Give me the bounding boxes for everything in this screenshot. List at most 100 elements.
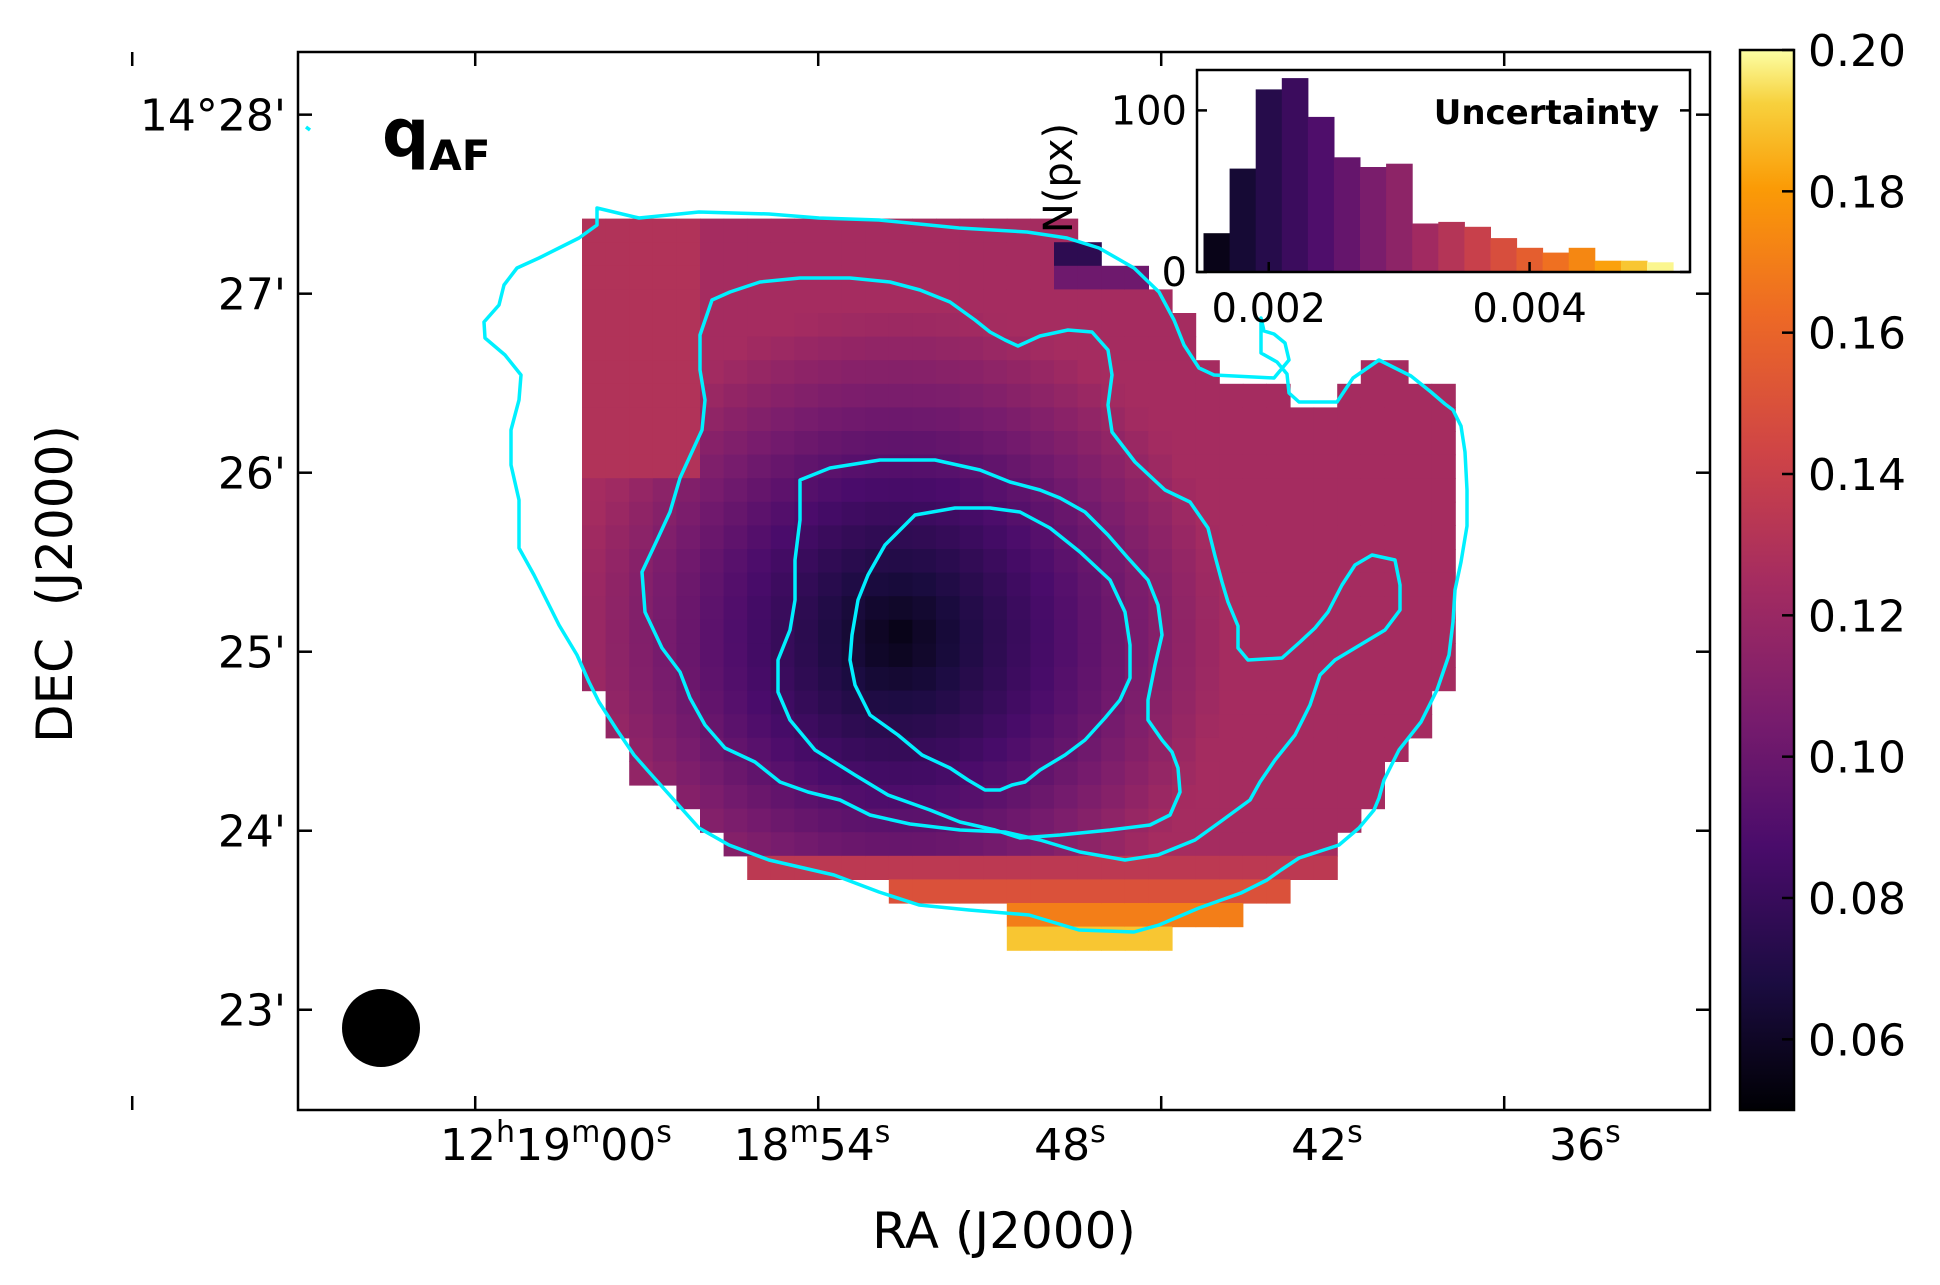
heatmap-pixel xyxy=(983,265,1008,290)
heatmap-pixel xyxy=(652,619,677,644)
heatmap-pixel xyxy=(723,714,748,739)
heatmap-pixel xyxy=(983,761,1008,786)
heatmap-pixel xyxy=(959,737,984,762)
heatmap-pixel xyxy=(1266,549,1291,574)
heatmap-pixel xyxy=(794,478,819,503)
heatmap-pixel xyxy=(1124,737,1149,762)
heatmap-pixel xyxy=(676,336,701,361)
heatmap-pixel xyxy=(983,714,1008,739)
heatmap-pixel xyxy=(605,383,630,408)
heatmap-pixel xyxy=(723,431,748,456)
heatmap-pixel xyxy=(1408,501,1433,526)
heatmap-pixel xyxy=(1290,407,1315,432)
heatmap-pixel xyxy=(1124,501,1149,526)
heatmap-pixel xyxy=(1337,501,1362,526)
heatmap-pixel xyxy=(747,431,772,456)
heatmap-pixel xyxy=(1101,832,1126,857)
heatmap-pixel xyxy=(1313,761,1338,786)
heatmap-pixel xyxy=(582,407,607,432)
heatmap-pixel xyxy=(1290,454,1315,479)
heatmap-pixel xyxy=(652,737,677,762)
heatmap-pixel xyxy=(959,265,984,290)
heatmap-pixel xyxy=(1337,431,1362,456)
heatmap-pixel xyxy=(1030,549,1055,574)
heatmap-pixel xyxy=(936,737,961,762)
heatmap-pixel xyxy=(959,855,984,880)
heatmap-pixel xyxy=(1384,525,1409,550)
heatmap-pixel xyxy=(629,667,654,692)
heatmap-pixel xyxy=(1124,336,1149,361)
heatmap-pixel xyxy=(1030,643,1055,668)
histogram-bar xyxy=(1490,238,1518,272)
heatmap-pixel xyxy=(747,218,772,243)
heatmap-pixel xyxy=(912,643,937,668)
heatmap-pixel xyxy=(818,525,843,550)
heatmap-pixel xyxy=(1054,596,1079,621)
heatmap-pixel xyxy=(1242,596,1267,621)
heatmap-pixel xyxy=(1313,454,1338,479)
heatmap-pixel xyxy=(983,572,1008,597)
heatmap-pixel xyxy=(818,383,843,408)
heatmap-pixel xyxy=(912,431,937,456)
heatmap-pixel xyxy=(1384,690,1409,715)
heatmap-pixel xyxy=(865,619,890,644)
heatmap-pixel xyxy=(605,643,630,668)
heatmap-pixel xyxy=(888,855,913,880)
heatmap-pixel xyxy=(700,761,725,786)
heatmap-pixel xyxy=(1077,454,1102,479)
heatmap-pixel xyxy=(700,667,725,692)
heatmap-pixel xyxy=(1290,855,1315,880)
heatmap-pixel xyxy=(983,289,1008,314)
heatmap-pixel xyxy=(818,218,843,243)
heatmap-pixel xyxy=(1242,431,1267,456)
heatmap-pixel xyxy=(770,572,795,597)
histogram-bar xyxy=(1568,247,1596,272)
heatmap-pixel xyxy=(1219,855,1244,880)
inset-y-label: N(px) xyxy=(1036,123,1082,233)
heatmap-pixel xyxy=(582,596,607,621)
heatmap-pixel xyxy=(1148,501,1173,526)
heatmap-pixel xyxy=(1242,549,1267,574)
heatmap-pixel xyxy=(888,572,913,597)
heatmap-pixel xyxy=(959,690,984,715)
heatmap-pixel xyxy=(959,242,984,267)
heatmap-pixel xyxy=(723,501,748,526)
heatmap-pixel xyxy=(1101,903,1126,928)
heatmap-pixel xyxy=(1431,431,1456,456)
heatmap-pixel xyxy=(1030,218,1055,243)
heatmap-pixel xyxy=(865,855,890,880)
heatmap-pixel xyxy=(936,572,961,597)
heatmap-pixel xyxy=(1054,643,1079,668)
heatmap-pixel xyxy=(865,832,890,857)
heatmap-pixel xyxy=(1172,454,1197,479)
heatmap-pixel xyxy=(983,360,1008,385)
heatmap-pixel xyxy=(747,737,772,762)
heatmap-pixel xyxy=(794,643,819,668)
heatmap-pixel xyxy=(700,360,725,385)
heatmap-pixel xyxy=(1077,572,1102,597)
heatmap-pixel xyxy=(1266,667,1291,692)
inset-histogram: 0.002 0.004 100 0 Uncertainty N(px) xyxy=(1036,68,1692,332)
heatmap-pixel xyxy=(700,242,725,267)
heatmap-pixel xyxy=(770,407,795,432)
heatmap-pixel xyxy=(1242,714,1267,739)
heatmap-pixel xyxy=(983,242,1008,267)
heatmap-pixel xyxy=(1077,596,1102,621)
heatmap-pixel xyxy=(582,501,607,526)
heatmap-pixel xyxy=(676,737,701,762)
heatmap-pixel xyxy=(652,289,677,314)
heatmap-pixel xyxy=(912,242,937,267)
heatmap-pixel xyxy=(1431,525,1456,550)
heatmap-pixel xyxy=(1054,855,1079,880)
y-ticks: 14°28' 27' 26' 25' 24' 23' xyxy=(140,91,1710,1037)
heatmap-pixel xyxy=(1195,478,1220,503)
heatmap-pixel xyxy=(865,572,890,597)
heatmap-pixel xyxy=(1408,383,1433,408)
heatmap-pixel xyxy=(865,501,890,526)
heatmap-pixel xyxy=(1124,596,1149,621)
inset-x-tick-label: 0.004 xyxy=(1472,286,1587,332)
heatmap-pixel xyxy=(888,289,913,314)
heatmap-pixel xyxy=(959,643,984,668)
heatmap-pixel xyxy=(1172,549,1197,574)
histogram-bar xyxy=(1620,260,1648,272)
